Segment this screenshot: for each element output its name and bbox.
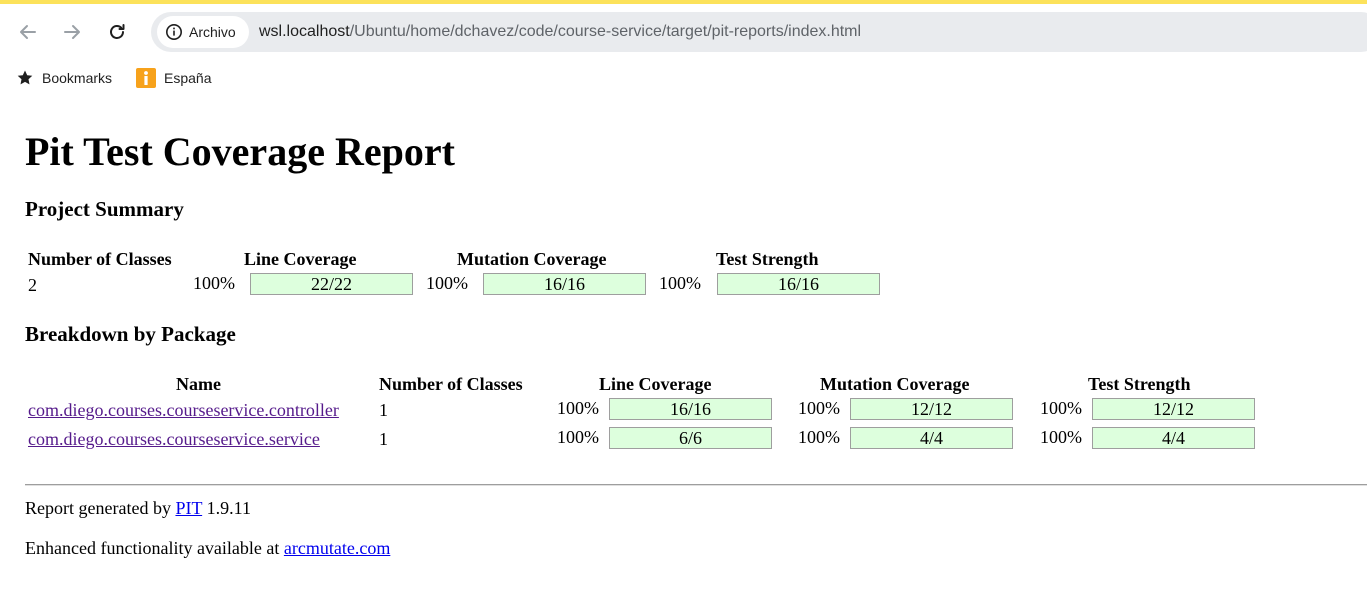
summary-strength-percent: 100% — [659, 273, 701, 293]
breakdown-header-classes: Number of Classes — [379, 374, 523, 394]
summary-header-mutation: Mutation Coverage — [457, 249, 607, 269]
summary-strength-bar: 16/16 — [717, 273, 880, 295]
breakdown-header-line: Line Coverage — [599, 374, 712, 394]
arrow-left-icon — [20, 25, 36, 39]
bookmarks-menu[interactable]: Bookmarks — [16, 68, 112, 88]
row-strength-percent: 100% — [1040, 427, 1082, 447]
bookmark-espana[interactable]: España — [136, 68, 211, 88]
summary-mutation-percent: 100% — [426, 273, 468, 293]
package-link-service[interactable]: com.diego.courses.courseservice.service — [28, 429, 320, 449]
url-text[interactable]: wsl.localhost/Ubuntu/home/dchavez/code/c… — [259, 12, 861, 52]
row-mutation-bar: 12/12 — [850, 398, 1013, 420]
row-line-percent: 100% — [557, 398, 599, 418]
info-icon — [166, 24, 182, 40]
row-classes-value: 1 — [379, 429, 388, 449]
pit-link[interactable]: PIT — [175, 498, 203, 518]
reload-icon — [110, 24, 125, 39]
url-path: /Ubuntu/home/dchavez/code/course-service… — [349, 23, 862, 40]
forward-button[interactable] — [56, 16, 88, 48]
generated-by-line: Report generated by PIT 1.9.11 — [25, 498, 251, 519]
star-icon — [17, 70, 33, 85]
arcmutate-link[interactable]: arcmutate.com — [283, 538, 391, 558]
summary-header-line: Line Coverage — [244, 249, 357, 269]
summary-mutation-bar: 16/16 — [483, 273, 646, 295]
back-button[interactable] — [12, 16, 44, 48]
reload-button[interactable] — [101, 16, 133, 48]
address-bar[interactable]: Archivo wsl.localhost/Ubuntu/home/dchave… — [151, 12, 1367, 52]
row-strength-bar: 12/12 — [1092, 398, 1255, 420]
bookmarks-label: Bookmarks — [42, 70, 113, 86]
breakdown-header-name: Name — [176, 374, 221, 394]
site-info-chip[interactable]: Archivo — [157, 16, 249, 48]
row-mutation-percent: 100% — [798, 427, 840, 447]
row-strength-bar: 4/4 — [1092, 427, 1255, 449]
info-bookmark-icon — [136, 68, 156, 88]
footer-divider — [25, 484, 1367, 486]
site-info-label: Archivo — [189, 24, 236, 40]
browser-toolbar: Archivo wsl.localhost/Ubuntu/home/dchave… — [0, 4, 1367, 60]
breakdown-heading: Breakdown by Package — [25, 322, 236, 346]
row-line-percent: 100% — [557, 427, 599, 447]
row-strength-percent: 100% — [1040, 398, 1082, 418]
table-row: com.diego.courses.courseservice.controll… — [28, 400, 339, 421]
bookmarks-bar: Bookmarks España — [0, 60, 1367, 96]
pit-version: 1.9.11 — [206, 498, 251, 518]
enhanced-functionality-line: Enhanced functionality available at arcm… — [25, 538, 390, 559]
row-line-bar: 6/6 — [609, 427, 772, 449]
arrow-right-icon — [64, 25, 80, 39]
window-top-accent — [0, 0, 1367, 4]
row-line-bar: 16/16 — [609, 398, 772, 420]
package-link-controller[interactable]: com.diego.courses.courseservice.controll… — [28, 400, 339, 420]
url-host: wsl.localhost — [259, 23, 350, 40]
table-row: com.diego.courses.courseservice.service — [28, 429, 320, 450]
row-classes-value: 1 — [379, 400, 388, 420]
project-summary-heading: Project Summary — [25, 197, 184, 221]
breakdown-header-mutation: Mutation Coverage — [820, 374, 970, 394]
summary-header-classes: Number of Classes — [28, 249, 172, 269]
bookmark-espana-label: España — [164, 70, 212, 86]
generated-by-text: Report generated by — [25, 498, 171, 518]
summary-classes-value: 2 — [28, 275, 37, 295]
row-mutation-percent: 100% — [798, 398, 840, 418]
row-mutation-bar: 4/4 — [850, 427, 1013, 449]
breakdown-header-strength: Test Strength — [1088, 374, 1191, 394]
page-title: Pit Test Coverage Report — [25, 129, 455, 174]
enhanced-text: Enhanced functionality available at — [25, 538, 280, 558]
summary-line-percent: 100% — [193, 273, 235, 293]
summary-line-bar: 22/22 — [250, 273, 413, 295]
summary-header-strength: Test Strength — [716, 249, 819, 269]
